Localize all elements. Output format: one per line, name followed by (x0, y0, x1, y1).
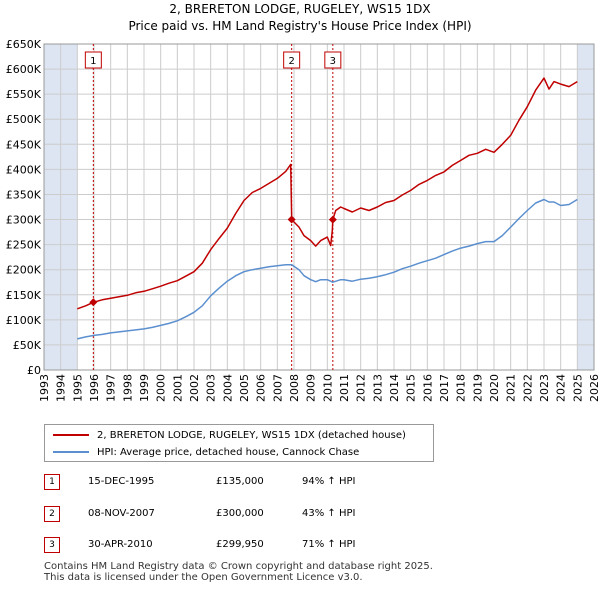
sale-number-badge: 2 (44, 506, 60, 522)
x-tick-label: 1995 (71, 374, 84, 402)
y-tick-label: £500K (6, 113, 42, 126)
x-tick-label: 2000 (155, 374, 168, 402)
x-tick-label: 2014 (388, 374, 401, 402)
footer-copyright: Contains HM Land Registry data © Crown c… (44, 561, 433, 572)
x-tick-label: 2002 (188, 374, 201, 402)
y-tick-label: £450K (6, 138, 42, 151)
sale-date: 08-NOV-2007 (88, 508, 155, 519)
x-tick-label: 2015 (405, 374, 418, 402)
legend-label-property: 2, BRERETON LODGE, RUGELEY, WS15 1DX (de… (97, 429, 406, 441)
chart-title: 2, BRERETON LODGE, RUGELEY, WS15 1DX (169, 2, 431, 16)
y-tick-label: £150K (6, 289, 42, 302)
x-tick-label: 1997 (105, 374, 118, 402)
x-tick-label: 1994 (55, 374, 68, 402)
x-tick-label: 2023 (538, 374, 551, 402)
price-chart: 1 2 3 1993 1994 1995 1996 1997 1998 1999 2000 2001… (6, 38, 600, 402)
sale-marker-label: 3 (330, 56, 336, 67)
x-tick-label: 2003 (205, 374, 218, 402)
legend-entry-hpi: HPI: Average price, detached house, Cann… (53, 444, 359, 460)
legend-swatch-property (53, 434, 89, 436)
y-tick-label: £50K (13, 339, 42, 352)
sale-marker-badge (84, 51, 102, 69)
hpi-line (77, 198, 578, 340)
sale-marker-label: 2 (288, 56, 294, 67)
x-tick-label: 2024 (555, 374, 568, 402)
y-tick-label: £0 (27, 364, 41, 377)
sale-hpi-change: 94% ↑ HPI (302, 476, 356, 487)
y-tick-label: £350K (6, 188, 42, 201)
sale-marker-badge (283, 51, 301, 69)
sale-row: 2 08-NOV-2007 £300,000 43% ↑ HPI (44, 506, 444, 526)
x-tick-label: 2020 (488, 374, 501, 402)
x-tick-label: 2021 (505, 374, 518, 402)
legend-swatch-hpi (53, 451, 89, 453)
x-tick-label: 2001 (171, 374, 184, 402)
sale-price: £300,000 (216, 508, 264, 519)
x-tick-label: 1993 (38, 374, 51, 402)
y-tick-label: £600K (6, 63, 42, 76)
sale-point (328, 215, 337, 224)
chart-subtitle: Price paid vs. HM Land Registry's House … (128, 19, 472, 33)
x-tick-label: 1999 (138, 374, 151, 402)
y-tick-label: £300K (6, 214, 42, 227)
x-tick-label: 2011 (338, 374, 351, 402)
y-tick-label: £550K (6, 88, 42, 101)
sale-price: £299,950 (216, 539, 264, 550)
x-tick-label: 2018 (455, 374, 468, 402)
x-tick-label: 2025 (571, 374, 584, 402)
y-tick-label: £200K (6, 264, 42, 277)
plot-border (43, 43, 595, 371)
x-tick-label: 2022 (521, 374, 534, 402)
footer-licence: This data is licensed under the Open Gov… (44, 572, 363, 583)
y-tick-label: £250K (6, 239, 42, 252)
x-tick-label: 1998 (121, 374, 134, 402)
x-tick-label: 2007 (271, 374, 284, 402)
y-tick-label: £100K (6, 314, 42, 327)
x-tick-label: 2004 (221, 374, 234, 402)
sale-number-badge: 1 (44, 474, 60, 490)
sale-row: 1 15-DEC-1995 £135,000 94% ↑ HPI (44, 474, 444, 494)
x-tick-label: 2006 (255, 374, 268, 402)
sale-date: 15-DEC-1995 (88, 476, 155, 487)
x-tick-label: 1996 (88, 374, 101, 402)
sale-point (287, 215, 296, 224)
sale-row: 3 30-APR-2010 £299,950 71% ↑ HPI (44, 537, 444, 557)
sale-hpi-change: 71% ↑ HPI (302, 539, 356, 550)
x-tick-label: 2012 (355, 374, 368, 402)
sale-number-badge: 3 (44, 537, 60, 553)
x-tick-label: 2026 (588, 374, 600, 402)
x-tick-label: 2019 (471, 374, 484, 402)
footer: Contains HM Land Registry data © Crown c… (44, 561, 433, 583)
x-tick-label: 2010 (321, 374, 334, 402)
legend-label-hpi: HPI: Average price, detached house, Cann… (97, 446, 360, 458)
y-tick-label: £400K (6, 163, 42, 176)
legend: 2, BRERETON LODGE, RUGELEY, WS15 1DX (de… (44, 424, 434, 462)
shaded-region (577, 44, 594, 370)
x-tick-label: 2009 (305, 374, 318, 402)
x-tick-label: 2008 (288, 374, 301, 402)
sale-point (89, 298, 98, 307)
x-tick-label: 2017 (438, 374, 451, 402)
property-price-line (77, 77, 578, 310)
legend-entry-property: 2, BRERETON LODGE, RUGELEY, WS15 1DX (de… (53, 427, 406, 443)
y-tick-label: £650K (6, 38, 42, 51)
x-tick-label: 2016 (421, 374, 434, 402)
sale-price: £135,000 (216, 476, 264, 487)
x-tick-label: 2005 (238, 374, 251, 402)
sale-marker-badge (324, 51, 342, 69)
x-tick-label: 2013 (371, 374, 384, 402)
sale-hpi-change: 43% ↑ HPI (302, 508, 356, 519)
sale-marker-label: 1 (90, 56, 96, 67)
sale-date: 30-APR-2010 (88, 539, 153, 550)
